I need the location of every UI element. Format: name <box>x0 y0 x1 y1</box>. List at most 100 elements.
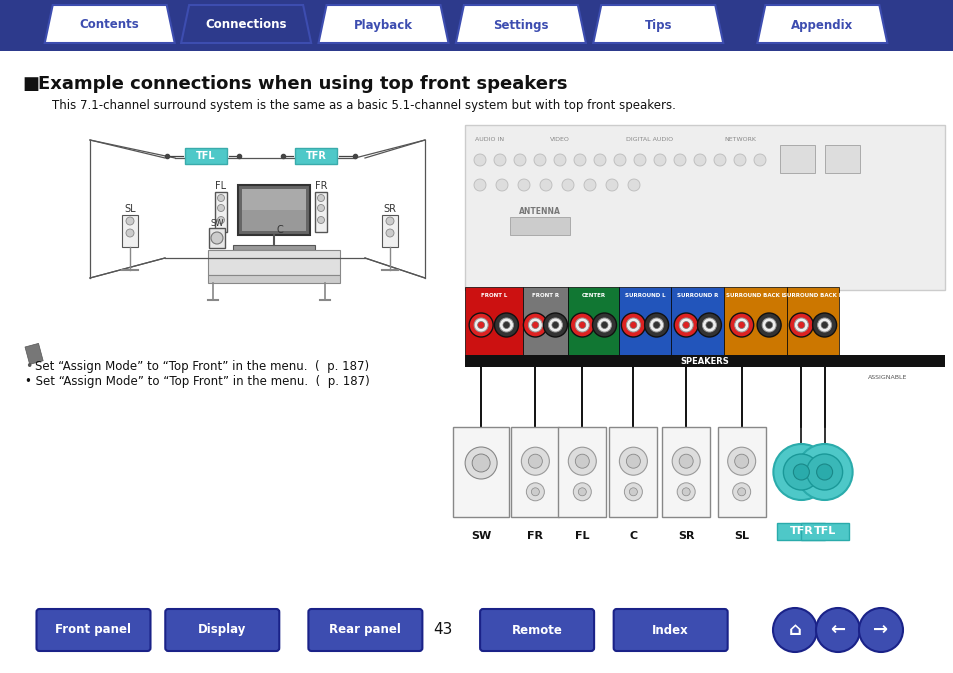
Circle shape <box>548 318 562 332</box>
Circle shape <box>679 318 693 332</box>
Circle shape <box>761 318 776 332</box>
Circle shape <box>733 154 745 166</box>
Bar <box>242 189 306 231</box>
Circle shape <box>727 447 755 475</box>
Text: Example connections when using top front speakers: Example connections when using top front… <box>38 75 567 93</box>
Bar <box>661 427 709 517</box>
Text: ■: ■ <box>22 75 39 93</box>
Circle shape <box>126 217 133 225</box>
Circle shape <box>477 322 484 328</box>
Circle shape <box>211 232 223 244</box>
Bar <box>568 287 618 355</box>
Circle shape <box>753 154 765 166</box>
FancyBboxPatch shape <box>479 609 594 651</box>
Bar <box>237 185 310 235</box>
Circle shape <box>583 179 596 191</box>
Circle shape <box>644 313 668 337</box>
Polygon shape <box>757 5 886 43</box>
Bar <box>824 145 859 173</box>
Circle shape <box>494 154 505 166</box>
Circle shape <box>494 313 517 337</box>
Bar <box>671 287 723 355</box>
Circle shape <box>620 313 645 337</box>
Circle shape <box>575 454 589 468</box>
Circle shape <box>499 318 513 332</box>
Circle shape <box>126 229 133 237</box>
Circle shape <box>626 318 639 332</box>
Bar <box>208 275 339 283</box>
Polygon shape <box>181 5 311 43</box>
Circle shape <box>654 154 665 166</box>
Text: FR: FR <box>527 531 543 541</box>
Text: NETWORK: NETWORK <box>723 137 755 142</box>
Circle shape <box>796 444 852 500</box>
Bar <box>453 427 509 517</box>
Circle shape <box>570 313 594 337</box>
Circle shape <box>605 179 618 191</box>
Text: FRONT L: FRONT L <box>480 293 506 298</box>
Text: SL: SL <box>124 204 135 214</box>
Circle shape <box>815 608 859 652</box>
Text: →: → <box>873 621 887 639</box>
Text: ⌂: ⌂ <box>788 621 801 639</box>
Bar <box>786 287 839 355</box>
Polygon shape <box>456 5 585 43</box>
Circle shape <box>574 154 585 166</box>
Circle shape <box>575 318 589 332</box>
Circle shape <box>806 454 841 490</box>
Text: ←: ← <box>829 621 844 639</box>
Text: Remote: Remote <box>511 623 562 637</box>
Bar <box>558 427 606 517</box>
Text: 43: 43 <box>433 623 453 637</box>
Bar <box>522 287 568 355</box>
Circle shape <box>821 322 827 328</box>
Text: SURROUND R: SURROUND R <box>677 293 718 298</box>
Circle shape <box>765 322 772 328</box>
Text: Tips: Tips <box>644 18 671 32</box>
Circle shape <box>788 313 813 337</box>
Circle shape <box>474 318 488 332</box>
Bar <box>294 148 336 164</box>
Circle shape <box>472 454 490 472</box>
Circle shape <box>317 217 324 223</box>
Text: SR: SR <box>383 204 396 214</box>
Text: SURROUND L: SURROUND L <box>624 293 664 298</box>
Circle shape <box>794 318 807 332</box>
Circle shape <box>682 322 689 328</box>
Bar <box>510 217 569 235</box>
Circle shape <box>858 608 902 652</box>
Bar <box>25 343 43 364</box>
Circle shape <box>526 483 544 501</box>
Circle shape <box>528 318 542 332</box>
Circle shape <box>793 464 808 480</box>
Circle shape <box>543 313 567 337</box>
Circle shape <box>674 313 698 337</box>
Circle shape <box>474 154 485 166</box>
Circle shape <box>217 217 224 223</box>
Circle shape <box>757 313 781 337</box>
Circle shape <box>629 488 637 496</box>
Circle shape <box>568 447 596 475</box>
Circle shape <box>653 322 659 328</box>
Bar <box>242 189 306 210</box>
Polygon shape <box>593 5 722 43</box>
Circle shape <box>701 318 716 332</box>
Bar <box>122 215 138 247</box>
Bar <box>464 125 944 290</box>
Text: SPEAKERS: SPEAKERS <box>679 357 729 365</box>
Bar <box>464 287 522 355</box>
Circle shape <box>623 483 641 501</box>
Circle shape <box>673 154 685 166</box>
Circle shape <box>386 229 394 237</box>
Bar <box>609 427 657 517</box>
Circle shape <box>600 322 607 328</box>
Bar <box>618 287 671 355</box>
Text: DIGITAL AUDIO: DIGITAL AUDIO <box>626 137 673 142</box>
Circle shape <box>561 179 574 191</box>
Text: SL: SL <box>734 531 748 541</box>
Circle shape <box>496 179 507 191</box>
Circle shape <box>532 322 538 328</box>
Circle shape <box>474 179 485 191</box>
Circle shape <box>705 322 712 328</box>
Circle shape <box>812 313 836 337</box>
